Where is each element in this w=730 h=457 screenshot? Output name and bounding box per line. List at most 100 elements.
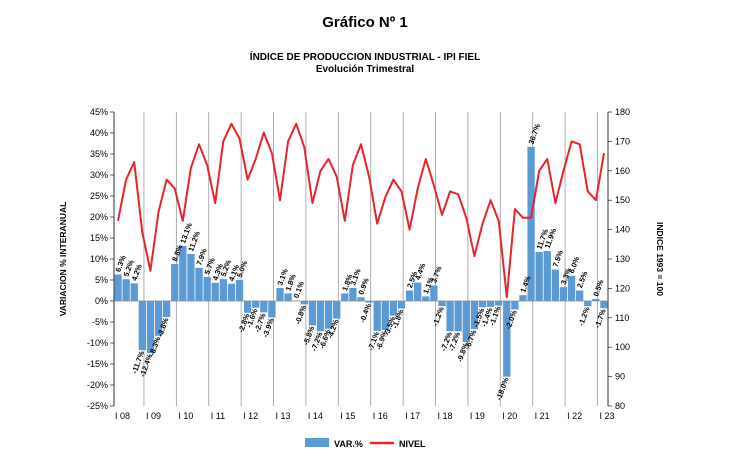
y-axis-right-ticks: 180 170 160 150 140 130 120 110 100 90 80 xyxy=(607,107,630,411)
x-tick-label: I 11 xyxy=(211,411,225,421)
y-left-tick-label: 0% xyxy=(95,296,108,306)
legend-label-nivel: NIVEL xyxy=(399,439,426,449)
y-left-tick-label: -10% xyxy=(87,338,108,348)
bar xyxy=(567,275,576,301)
bar xyxy=(576,290,584,301)
bar xyxy=(316,301,325,332)
bar xyxy=(543,251,551,301)
y-left-tick-label: 20% xyxy=(90,212,108,222)
x-tick-label: I 09 xyxy=(146,411,161,421)
bar xyxy=(592,298,600,301)
chart-title: Gráfico Nº 1 xyxy=(322,14,408,31)
y-right-tick-label: 120 xyxy=(615,283,630,293)
y-left-tick-label: 45% xyxy=(90,107,108,117)
bar xyxy=(414,282,422,301)
y-right-tick-label: 150 xyxy=(615,195,630,205)
bar xyxy=(446,301,454,332)
bar xyxy=(154,301,163,336)
year-gridlines xyxy=(143,112,598,406)
y-left-tick-label: 10% xyxy=(90,254,108,264)
bar xyxy=(365,301,373,303)
y-left-tick-label: -25% xyxy=(87,401,108,411)
x-tick-label: I 08 xyxy=(115,411,130,421)
bar-value-labels: 6.3%5.2%4.2%-11.7%-12.4%-8.3%-3.8%8.8%13… xyxy=(113,122,607,401)
x-axis-year-labels: I 08 I 09 I 10 I 11 I 12 I 13 I 14 I 15 I 16 I 17… xyxy=(115,411,614,421)
bar xyxy=(584,301,592,307)
y-left-tick-label: 35% xyxy=(90,149,108,159)
x-tick-label: I 18 xyxy=(438,411,453,421)
bar xyxy=(146,301,155,354)
bar xyxy=(430,285,438,301)
y-right-tick-label: 160 xyxy=(615,166,630,176)
x-tick-label: I 16 xyxy=(373,411,388,421)
chart-subtitle: ÍNDICE DE PRODUCCION INDUSTRIAL - IPI FI… xyxy=(250,50,480,63)
bar xyxy=(138,301,146,351)
bar xyxy=(300,301,308,305)
y-right-tick-label: 100 xyxy=(615,342,630,352)
bar xyxy=(357,297,365,301)
bar xyxy=(389,301,398,316)
legend-swatch-var xyxy=(305,438,329,447)
bar xyxy=(333,301,341,319)
bar xyxy=(454,301,462,332)
bar xyxy=(227,283,236,301)
legend: VAR.% NIVEL xyxy=(305,438,426,449)
y-left-tick-label: 25% xyxy=(90,191,108,201)
y-axis-left-ticks: 45% 40% 35% 30% 25% 20% 15% 10% 5% 0% -5% -10% -15% -… xyxy=(87,107,115,411)
bar xyxy=(203,277,211,301)
bar xyxy=(551,269,560,301)
bar xyxy=(405,290,414,301)
y-left-tick-label: -15% xyxy=(87,359,108,369)
bar xyxy=(162,301,171,317)
plot-area xyxy=(114,112,608,406)
bar xyxy=(114,274,122,301)
bar xyxy=(122,279,130,301)
bar xyxy=(519,295,527,301)
y-left-tick-label: 15% xyxy=(90,233,108,243)
x-tick-label: I 19 xyxy=(470,411,485,421)
x-tick-label: I 17 xyxy=(405,411,420,421)
y-right-tick-label: 170 xyxy=(615,136,630,146)
bar xyxy=(171,264,179,301)
y-right-tick-label: 110 xyxy=(615,313,629,323)
chart-subtitle-2: Evolución Trimestral xyxy=(316,64,415,75)
bars-var xyxy=(114,146,608,377)
bar xyxy=(187,253,195,301)
y-left-tick-label: 40% xyxy=(90,128,108,138)
bar xyxy=(219,279,227,301)
bar xyxy=(381,301,389,330)
y-left-tick-label: -5% xyxy=(92,317,108,327)
bar xyxy=(373,301,381,331)
x-tick-label: I 20 xyxy=(502,411,517,421)
bar xyxy=(462,301,470,343)
y-right-tick-label: 180 xyxy=(615,107,630,117)
bar xyxy=(438,301,446,307)
bar xyxy=(243,301,252,313)
x-tick-label: I 15 xyxy=(340,411,355,421)
x-tick-label: I 21 xyxy=(535,411,550,421)
bar xyxy=(470,301,479,330)
bar xyxy=(276,287,284,301)
y-axis-left-label: VARIACION % INTERANUAL xyxy=(58,202,68,317)
bar xyxy=(495,301,503,306)
y-right-tick-label: 80 xyxy=(615,401,625,411)
bar xyxy=(559,287,568,301)
y-axis-right-label: INDICE 1993 = 100 xyxy=(655,222,665,296)
bar xyxy=(341,293,349,301)
bar xyxy=(478,301,487,308)
y-left-tick-label: 5% xyxy=(95,275,108,285)
bar xyxy=(235,280,244,301)
bar xyxy=(503,301,511,377)
y-left-tick-label: 30% xyxy=(90,170,108,180)
nivel-line xyxy=(117,122,605,299)
bar xyxy=(486,301,495,307)
x-tick-label: I 10 xyxy=(178,411,193,421)
bar xyxy=(600,301,608,309)
bar xyxy=(252,301,260,308)
x-tick-label: I 13 xyxy=(276,411,291,421)
bar xyxy=(308,301,317,326)
bar xyxy=(324,301,333,329)
x-tick-label: I 14 xyxy=(308,411,323,421)
bar xyxy=(535,251,543,301)
